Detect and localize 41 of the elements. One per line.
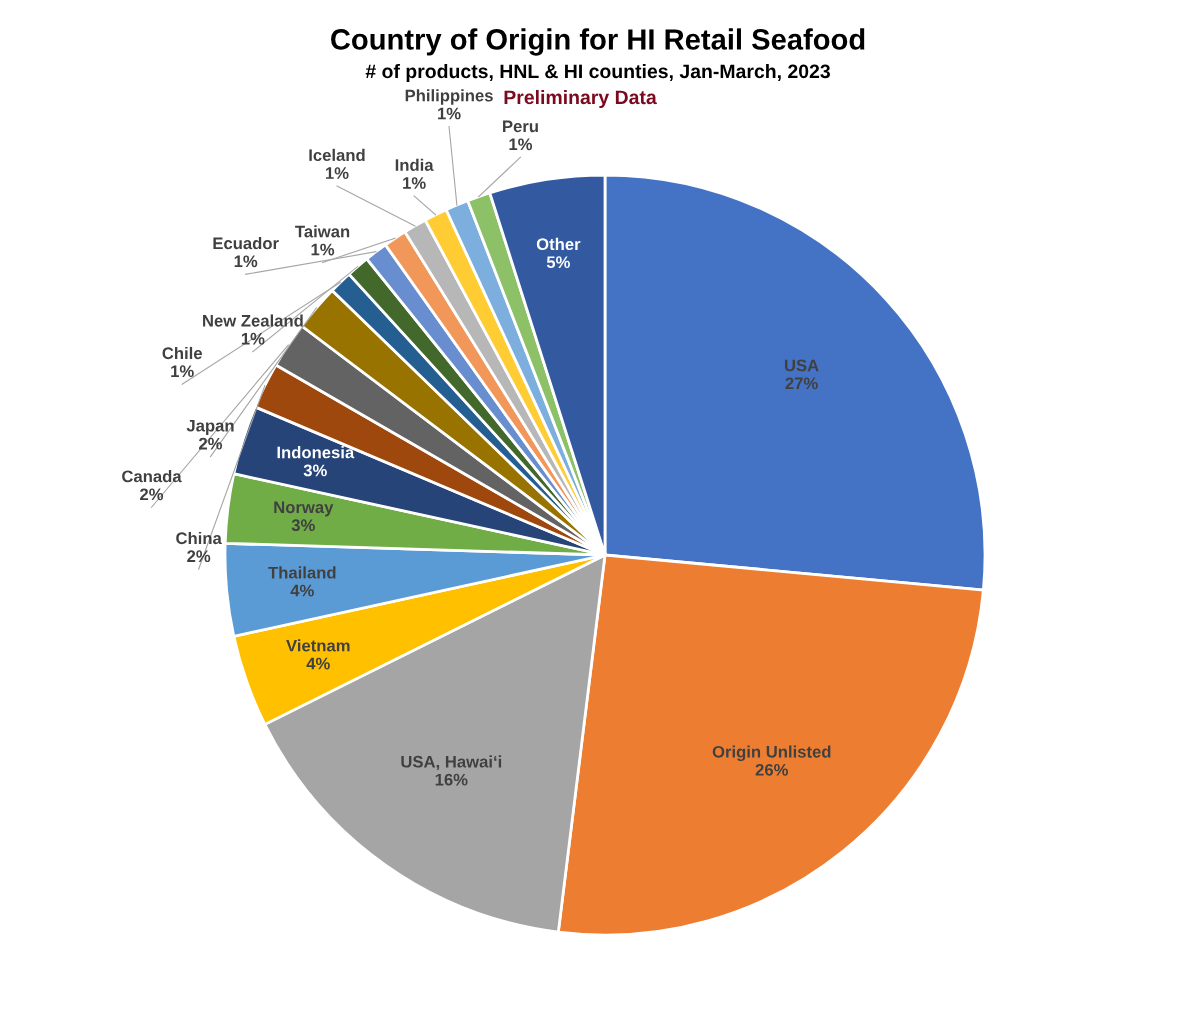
data-label: 2% [140,488,164,501]
slice-label: Vietnam [286,639,350,652]
slice-label: USA [784,359,819,372]
chart-title: Country of Origin for HI Retail Seafood [331,28,865,56]
slice-label: Iceland [309,148,365,162]
data-label: 1% [403,177,426,189]
data-label: 3% [303,464,327,477]
data-label: 4% [290,584,314,597]
chart-subtitle: # of products, HNL & HI counties, Jan-March, 2023 [365,63,830,83]
data-label: 3% [291,519,315,532]
data-label: 1% [311,243,335,256]
slice-label: Origin Unlisted [712,745,831,762]
data-label: 2% [187,550,211,563]
data-label: 1% [325,167,349,179]
slice-label: India [395,158,434,171]
data-label: 2% [199,437,223,450]
slice-label: Peru [503,120,538,133]
data-label: 1% [234,255,258,268]
slice-label: Ecuador [213,236,279,250]
slice-label: China [176,531,222,545]
data-label: 1% [241,332,265,345]
slice-label: Canada [122,470,182,483]
data-label: 1% [509,138,533,151]
slice-label: Other [536,237,581,251]
data-label: 27% [785,377,818,390]
data-label: 16% [435,773,468,786]
data-label: 1% [438,107,461,120]
data-label: 5% [546,256,570,269]
data-label: 1% [171,365,194,378]
data-label: 26% [755,763,788,776]
slice-label: Philippines [405,89,493,105]
text: Preliminary Data [504,89,657,109]
slice-label: Thailand [268,566,336,579]
data-label: 4% [306,657,330,670]
slice-label: New Zealand [203,314,303,327]
slice-label: Indonesia [277,446,355,459]
slice-label: Taiwan [295,225,350,238]
slice-label: Chile [162,346,203,360]
slice-label: USA, Hawai‘i [401,755,502,771]
slice-label: Japan [186,419,234,435]
slice-label: Norway [274,501,334,517]
